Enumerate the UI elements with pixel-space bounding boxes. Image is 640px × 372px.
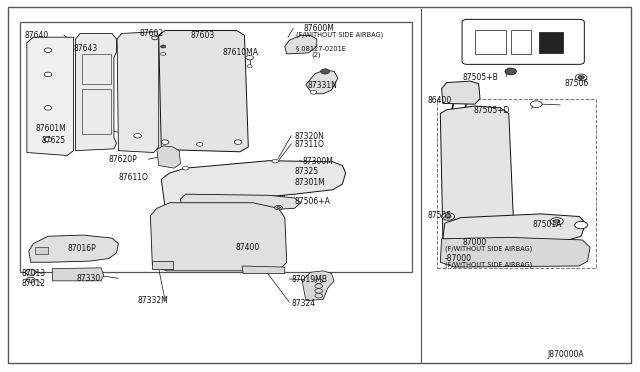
Circle shape xyxy=(578,76,584,79)
Polygon shape xyxy=(150,203,287,271)
Circle shape xyxy=(554,219,560,223)
Text: 87019MB: 87019MB xyxy=(291,275,327,284)
Text: 87603: 87603 xyxy=(191,31,215,40)
Text: 87000: 87000 xyxy=(463,238,487,247)
FancyBboxPatch shape xyxy=(462,19,584,64)
Circle shape xyxy=(575,221,588,229)
Text: (F/WITHOUT SIDE AIRBAG): (F/WITHOUT SIDE AIRBAG) xyxy=(445,262,532,269)
Bar xyxy=(82,89,111,134)
Text: J870000A: J870000A xyxy=(547,350,584,359)
Text: § 08127-0201E: § 08127-0201E xyxy=(296,45,346,51)
Text: 87300M: 87300M xyxy=(302,157,333,166)
Text: 87506: 87506 xyxy=(564,79,589,88)
Circle shape xyxy=(247,65,252,68)
Circle shape xyxy=(310,90,317,94)
Bar xyxy=(20,22,412,272)
Text: 87324: 87324 xyxy=(291,299,316,308)
Polygon shape xyxy=(242,266,285,273)
Bar xyxy=(82,54,111,84)
Text: 87620P: 87620P xyxy=(109,155,138,164)
Circle shape xyxy=(445,215,451,218)
Text: (F/WITHOUT SIDE AIRBAG): (F/WITHOUT SIDE AIRBAG) xyxy=(445,246,532,253)
Text: 87332M: 87332M xyxy=(138,296,168,305)
Text: 87505+B: 87505+B xyxy=(463,73,499,81)
Circle shape xyxy=(550,218,563,225)
Bar xyxy=(511,30,531,54)
Text: 87640: 87640 xyxy=(24,31,49,40)
Circle shape xyxy=(44,137,52,142)
Circle shape xyxy=(505,68,516,75)
Text: 87600M: 87600M xyxy=(304,24,335,33)
Polygon shape xyxy=(117,32,159,153)
Polygon shape xyxy=(306,70,338,94)
Bar xyxy=(539,32,563,53)
Text: 87602: 87602 xyxy=(140,29,164,38)
Text: (2): (2) xyxy=(312,52,321,58)
Circle shape xyxy=(161,45,166,48)
Bar xyxy=(475,30,506,54)
Text: 87325: 87325 xyxy=(294,167,319,176)
Text: 87400: 87400 xyxy=(236,243,260,252)
Polygon shape xyxy=(76,33,116,151)
Text: 87016P: 87016P xyxy=(67,244,96,253)
Circle shape xyxy=(272,159,278,163)
Circle shape xyxy=(44,72,52,77)
Circle shape xyxy=(246,55,253,60)
Circle shape xyxy=(134,134,141,138)
Text: 87501A: 87501A xyxy=(532,220,562,229)
Polygon shape xyxy=(27,37,74,155)
Polygon shape xyxy=(52,268,104,281)
Text: 87505+D: 87505+D xyxy=(474,106,510,115)
Text: 87505: 87505 xyxy=(428,211,452,219)
Polygon shape xyxy=(285,35,317,54)
Polygon shape xyxy=(180,194,301,211)
Text: 87625: 87625 xyxy=(42,136,66,145)
Text: 87311O: 87311O xyxy=(294,140,324,149)
Bar xyxy=(152,261,173,269)
Text: 87301M: 87301M xyxy=(294,178,325,187)
Text: 87611O: 87611O xyxy=(118,173,148,182)
Circle shape xyxy=(161,52,166,55)
Circle shape xyxy=(321,69,330,74)
Bar xyxy=(35,247,48,254)
Polygon shape xyxy=(157,146,180,168)
Text: 87331N: 87331N xyxy=(307,81,337,90)
Text: 87643: 87643 xyxy=(74,44,98,53)
Circle shape xyxy=(161,140,169,144)
Circle shape xyxy=(234,140,242,144)
Text: 87610MA: 87610MA xyxy=(223,48,259,57)
Bar xyxy=(437,99,596,268)
Circle shape xyxy=(531,101,542,108)
Text: (F/WITHOUT SIDE AIRBAG): (F/WITHOUT SIDE AIRBAG) xyxy=(296,32,383,38)
Polygon shape xyxy=(29,235,118,262)
Polygon shape xyxy=(443,214,586,243)
Circle shape xyxy=(182,166,189,170)
Text: 87330: 87330 xyxy=(77,274,101,283)
Circle shape xyxy=(26,269,36,275)
Text: 87012: 87012 xyxy=(21,279,45,288)
Circle shape xyxy=(44,106,52,110)
Text: -87000: -87000 xyxy=(445,254,472,263)
Text: 87320N: 87320N xyxy=(294,132,324,141)
Polygon shape xyxy=(302,271,334,301)
Text: 86400: 86400 xyxy=(428,96,452,105)
Circle shape xyxy=(276,206,280,209)
Text: 87013: 87013 xyxy=(21,269,45,278)
Polygon shape xyxy=(159,31,248,152)
Polygon shape xyxy=(161,161,346,209)
Circle shape xyxy=(275,205,282,210)
Circle shape xyxy=(442,213,454,220)
Text: 87601M: 87601M xyxy=(35,124,66,133)
Circle shape xyxy=(196,142,203,146)
Polygon shape xyxy=(442,81,480,104)
Polygon shape xyxy=(440,106,513,240)
Circle shape xyxy=(575,74,587,81)
Circle shape xyxy=(44,48,52,52)
Text: 87506+A: 87506+A xyxy=(294,198,330,206)
Polygon shape xyxy=(440,237,590,267)
Circle shape xyxy=(26,277,35,282)
